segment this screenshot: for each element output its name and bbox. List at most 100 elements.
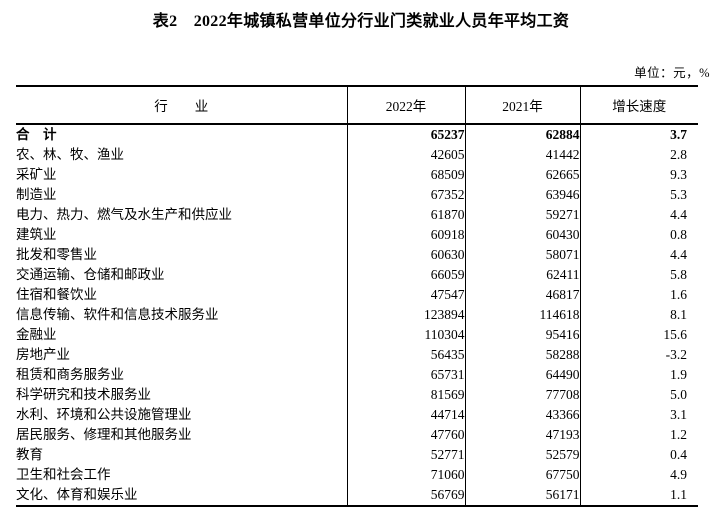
col-header-industry: 行 业 [16,86,347,125]
growth-rate-cell: 9.3 [579,165,698,185]
growth-rate-cell: 1.2 [579,425,698,445]
table-row: 农、林、牧、渔业 42605 41442 2.8 [16,145,698,165]
value-2021-cell: 60430 [464,225,580,245]
industry-cell: 文化、体育和娱乐业 [16,487,138,502]
industry-cell: 农、林、牧、渔业 [16,147,124,162]
industry-cell: 金融业 [16,327,57,342]
industry-cell: 制造业 [16,187,57,202]
table-row: 交通运输、仓储和邮政业 66059 62411 5.8 [16,265,698,285]
industry-cell: 居民服务、修理和其他服务业 [16,427,192,442]
table-row: 水利、环境和公共设施管理业 44714 43366 3.1 [16,405,698,425]
value-2022-cell: 123894 [346,305,465,325]
growth-rate-cell: 5.0 [579,385,698,405]
value-2021-cell: 114618 [464,305,580,325]
industry-cell: 交通运输、仓储和邮政业 [16,267,165,282]
industry-cell: 建筑业 [16,227,57,242]
industry-cell: 信息传输、软件和信息技术服务业 [16,307,219,322]
value-2021-cell: 62411 [464,265,580,285]
industry-cell: 房地产业 [16,347,70,362]
col-header-2022: 2022年 [346,86,465,125]
value-2021-cell: 59271 [464,205,580,225]
value-2022-cell: 67352 [346,185,465,205]
value-2022-cell: 71060 [346,465,465,485]
value-2022-cell: 42605 [346,145,465,165]
growth-rate-cell: 0.8 [579,225,698,245]
value-2021-cell: 62884 [464,124,580,145]
growth-rate-cell: 4.4 [579,245,698,265]
value-2022-cell: 65731 [346,365,465,385]
col-header-2021: 2021年 [464,86,580,125]
table-row: 租赁和商务服务业 65731 64490 1.9 [16,365,698,385]
value-2022-cell: 52771 [346,445,465,465]
growth-rate-cell: 2.8 [579,145,698,165]
growth-rate-cell: 1.9 [579,365,698,385]
table-row: 居民服务、修理和其他服务业 47760 47193 1.2 [16,425,698,445]
value-2022-cell: 68509 [346,165,465,185]
industry-cell: 合 计 [16,127,57,142]
table-row: 教育 52771 52579 0.4 [16,445,698,465]
growth-rate-cell: 8.1 [579,305,698,325]
industry-cell: 科学研究和技术服务业 [16,387,151,402]
growth-rate-cell: 4.9 [579,465,698,485]
growth-rate-cell: 1.1 [579,485,698,506]
table-row: 电力、热力、燃气及水生产和供应业 61870 59271 4.4 [16,205,698,225]
growth-rate-cell: 4.4 [579,205,698,225]
value-2021-cell: 56171 [464,485,580,506]
value-2021-cell: 62665 [464,165,580,185]
table-row: 采矿业 68509 62665 9.3 [16,165,698,185]
value-2021-cell: 47193 [464,425,580,445]
industry-cell: 电力、热力、燃气及水生产和供应业 [16,207,232,222]
value-2021-cell: 95416 [464,325,580,345]
table-row: 文化、体育和娱乐业 56769 56171 1.1 [16,485,698,506]
growth-rate-cell: 0.4 [579,445,698,465]
table-row: 房地产业 56435 58288 -3.2 [16,345,698,365]
growth-rate-cell: 1.6 [579,285,698,305]
value-2021-cell: 43366 [464,405,580,425]
table-row: 信息传输、软件和信息技术服务业 123894 114618 8.1 [16,305,698,325]
unit-note: 单位：元，% [634,66,710,80]
table-row: 卫生和社会工作 71060 67750 4.9 [16,465,698,485]
wage-table: 行 业 2022年 2021年 增长速度 合 计 65237 62884 3.7 农、林… [16,85,698,507]
table-header-row: 行 业 2022年 2021年 增长速度 [16,86,698,125]
growth-rate-cell: 15.6 [579,325,698,345]
industry-cell: 卫生和社会工作 [16,467,111,482]
value-2022-cell: 66059 [346,265,465,285]
value-2021-cell: 63946 [464,185,580,205]
value-2021-cell: 41442 [464,145,580,165]
growth-rate-cell: 5.8 [579,265,698,285]
value-2022-cell: 60918 [346,225,465,245]
industry-cell: 批发和零售业 [16,247,97,262]
value-2022-cell: 60630 [346,245,465,265]
value-2022-cell: 81569 [346,385,465,405]
value-2022-cell: 47760 [346,425,465,445]
value-2022-cell: 44714 [346,405,465,425]
value-2022-cell: 61870 [346,205,465,225]
table-row: 合 计 65237 62884 3.7 [16,124,698,145]
col-header-growth: 增长速度 [579,86,698,125]
value-2022-cell: 56435 [346,345,465,365]
page-title: 表2 2022年城镇私营单位分行业门类就业人员年平均工资 [152,13,570,30]
growth-rate-cell: 5.3 [579,185,698,205]
table-row: 金融业 110304 95416 15.6 [16,325,698,345]
value-2021-cell: 77708 [464,385,580,405]
value-2021-cell: 64490 [464,365,580,385]
growth-rate-cell: -3.2 [579,345,698,365]
industry-cell: 租赁和商务服务业 [16,367,124,382]
value-2022-cell: 65237 [346,124,465,145]
table-body: 合 计 65237 62884 3.7 农、林、牧、渔业 42605 41442 2.8 采矿业… [16,124,698,506]
value-2021-cell: 52579 [464,445,580,465]
value-2022-cell: 56769 [346,485,465,506]
value-2021-cell: 67750 [464,465,580,485]
industry-cell: 教育 [16,447,43,462]
table-row: 建筑业 60918 60430 0.8 [16,225,698,245]
growth-rate-cell: 3.7 [579,124,698,145]
table-row: 科学研究和技术服务业 81569 77708 5.0 [16,385,698,405]
industry-cell: 水利、环境和公共设施管理业 [16,407,192,422]
table-row: 制造业 67352 63946 5.3 [16,185,698,205]
industry-cell: 采矿业 [16,167,57,182]
value-2021-cell: 46817 [464,285,580,305]
table-row: 住宿和餐饮业 47547 46817 1.6 [16,285,698,305]
value-2021-cell: 58071 [464,245,580,265]
industry-cell: 住宿和餐饮业 [16,287,97,302]
